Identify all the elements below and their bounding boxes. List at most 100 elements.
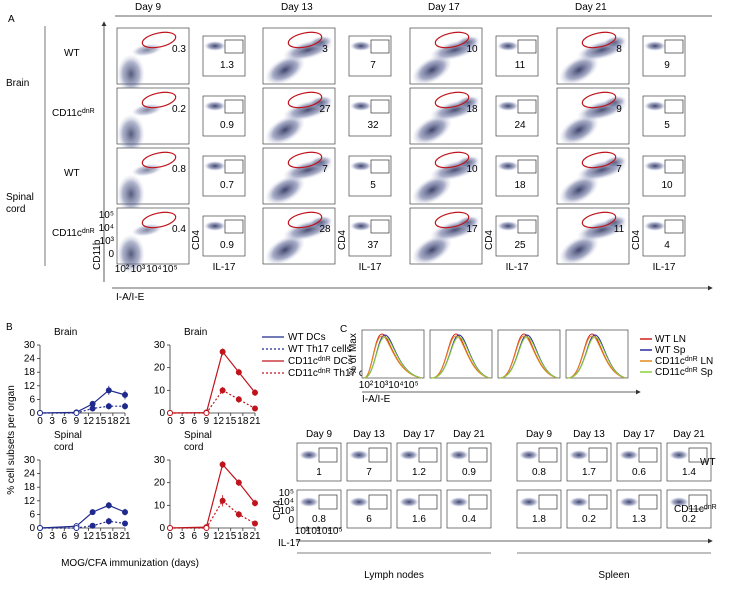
point xyxy=(89,509,96,516)
series-line xyxy=(169,463,256,529)
il17-value: 1 xyxy=(316,467,322,478)
small-gate xyxy=(688,494,708,510)
x-tick-label: 0 xyxy=(167,416,173,427)
density xyxy=(349,497,369,507)
gated-value: 0.3 xyxy=(172,44,186,55)
density xyxy=(619,497,639,507)
gate xyxy=(287,91,323,109)
axis-label: % of Max xyxy=(348,333,359,375)
hist-curve xyxy=(363,335,423,379)
small-gate xyxy=(468,447,488,463)
gated-value: 8 xyxy=(616,44,622,55)
small-gate xyxy=(468,494,488,510)
small-gate xyxy=(318,447,338,463)
y-tick-label: 30 xyxy=(154,455,166,466)
point xyxy=(252,405,258,412)
tick-label: 10⁴ xyxy=(316,526,331,537)
density xyxy=(349,450,369,460)
legend-label-main: WT Th17 cells xyxy=(288,344,352,355)
row-label: CD11cdnR xyxy=(674,504,717,516)
density xyxy=(519,450,539,460)
hist-curve xyxy=(431,335,491,379)
point xyxy=(203,410,210,416)
gate xyxy=(287,211,323,229)
axis-label: CD4 xyxy=(484,230,495,250)
density xyxy=(412,174,452,206)
y-tick-label: 6 xyxy=(29,394,35,405)
density xyxy=(603,155,627,169)
density xyxy=(265,54,305,86)
density xyxy=(497,161,519,171)
legend-label: CD11cdnR DCs xyxy=(288,356,353,368)
y-tick-label: 12 xyxy=(24,496,36,507)
chart-title: cord xyxy=(54,442,73,453)
il17-value: 7 xyxy=(370,60,376,71)
density xyxy=(350,41,372,51)
il17-value: 5 xyxy=(664,120,670,131)
il17-value: 0.8 xyxy=(532,467,546,478)
point xyxy=(167,525,173,531)
point xyxy=(252,520,258,527)
axis-label: IL-17 xyxy=(278,538,301,549)
y-tick-label: 24 xyxy=(24,469,36,480)
tick-label: 10³ xyxy=(280,506,295,517)
hist-curve xyxy=(567,335,627,379)
small-gate xyxy=(224,99,244,114)
density xyxy=(265,114,305,146)
y-tick-label: 0 xyxy=(159,523,165,534)
gate xyxy=(434,211,470,229)
density xyxy=(569,497,589,507)
panel-label: C xyxy=(340,324,347,335)
tick-label: 0 xyxy=(108,249,114,260)
row-label: WT xyxy=(64,48,80,59)
gated-value: 10 xyxy=(466,164,478,175)
legend-label-main: CD11c xyxy=(655,356,685,367)
legend-label-sup: dnR xyxy=(318,368,331,375)
density xyxy=(265,174,305,206)
chart-title: Brain xyxy=(184,327,207,338)
il17-value: 24 xyxy=(514,120,526,131)
density xyxy=(350,221,372,231)
small-gate xyxy=(368,447,388,463)
small-gate xyxy=(418,494,438,510)
gate xyxy=(141,31,177,49)
point xyxy=(235,396,242,403)
legend-label: CD11cdnR LN xyxy=(655,356,713,368)
chart-title: Spinal xyxy=(54,430,82,441)
small-gate xyxy=(517,39,537,54)
row-label: WT xyxy=(700,457,716,468)
gate xyxy=(141,151,177,169)
day-label: Day 13 xyxy=(281,2,313,13)
small-gate xyxy=(588,494,608,510)
legend-label-after: DCs xyxy=(331,356,353,367)
row-label: WT xyxy=(64,168,80,179)
legend-label: WT LN xyxy=(655,334,686,345)
small-gate xyxy=(224,159,244,174)
x-tick-label: 3 xyxy=(49,531,55,542)
axis-label: CD4 xyxy=(272,500,283,520)
row-label-sup: dnR xyxy=(82,228,95,235)
density xyxy=(131,223,163,237)
axis-label: CD4 xyxy=(191,230,202,250)
il17-value: 9 xyxy=(664,60,670,71)
density xyxy=(497,221,519,231)
legend-label: WT DCs xyxy=(288,332,326,343)
x-tick-label: 21 xyxy=(119,531,131,542)
y-tick-label: 30 xyxy=(24,340,36,351)
il17-value: 1.4 xyxy=(682,467,696,478)
small-gate xyxy=(638,447,658,463)
row-label: CD11cdnR xyxy=(52,228,95,240)
x-tick-label: 21 xyxy=(249,416,261,427)
axis-label: % cell subsets per organ xyxy=(6,385,17,495)
density xyxy=(456,35,480,49)
il17-value: 0.9 xyxy=(462,467,476,478)
gated-value: 10 xyxy=(466,44,478,55)
axis-label: IL-17 xyxy=(653,262,676,273)
density xyxy=(669,450,689,460)
il17-value: 18 xyxy=(514,180,526,191)
tick-label: 10⁴ xyxy=(279,497,294,508)
gate xyxy=(287,31,323,49)
gated-value: 28 xyxy=(319,224,331,235)
small-gate xyxy=(688,447,708,463)
small-gate xyxy=(224,219,244,234)
